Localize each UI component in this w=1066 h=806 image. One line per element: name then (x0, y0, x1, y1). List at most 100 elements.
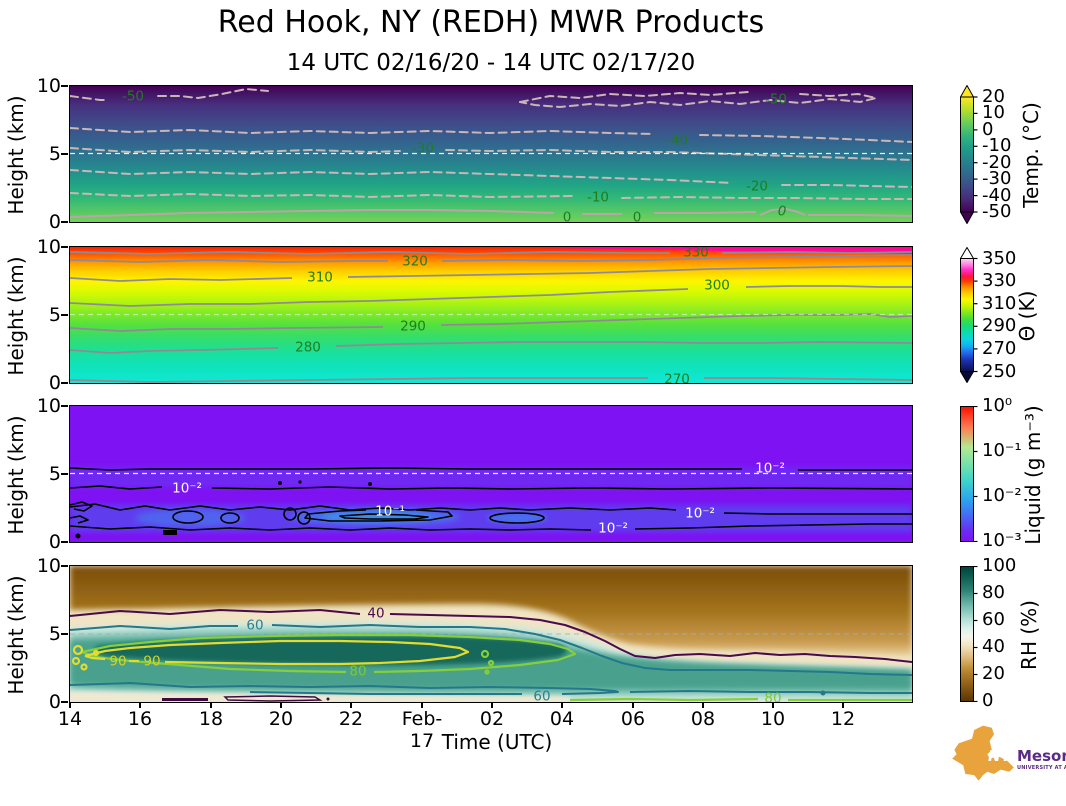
x-tick-label: 14 (57, 708, 83, 730)
x-tick-mark (491, 703, 493, 708)
colorbar-tick-label: 350 (982, 248, 1017, 269)
y-tick-mark (61, 633, 68, 635)
y-tick-mark (61, 565, 68, 567)
colorbar-tick-label: 10⁻² (982, 485, 1022, 506)
x-tick-mark (842, 703, 844, 708)
contour-label: 280 (295, 339, 321, 356)
colorbar-tick-label: 0 (982, 690, 994, 711)
contour-label: 80 (764, 690, 782, 703)
y-tick-mark (61, 153, 68, 155)
temperature-colorbar (960, 85, 978, 224)
liquid-colorbar (960, 406, 978, 542)
contour-label: 10⁻² (172, 480, 202, 497)
x-tick-label: 18 (198, 708, 224, 730)
y-tick-label: 0 (48, 531, 61, 553)
x-axis-label: Time (UTC) (441, 730, 553, 754)
colorbar-unit-label: Liquid (g m⁻³) (1021, 405, 1045, 545)
theta-colorbar (960, 247, 978, 383)
colorbar-tick-label: 80 (982, 582, 1005, 603)
x-tick-label: 08 (690, 708, 716, 730)
colorbar-tick-label: -40 (982, 185, 1012, 206)
y-tick-mark (61, 314, 68, 316)
colorbar-tick-label: -50 (982, 201, 1012, 222)
x-tick-label: 10 (760, 708, 786, 730)
x-tick-mark (702, 703, 704, 708)
y-tick-mark (61, 405, 68, 407)
x-tick-label: Feb-17 (401, 708, 443, 752)
x-tick-label: 06 (620, 708, 646, 730)
date-range-subtitle: 14 UTC 02/16/20 - 14 UTC 02/17/20 (286, 50, 696, 76)
y-tick-mark (61, 473, 68, 475)
y-axis-label: Height (km) (4, 415, 28, 535)
x-tick-label: 16 (127, 708, 153, 730)
contour-label: 310 (307, 269, 333, 286)
contour-label: 60 (246, 617, 264, 634)
contour-label: 90 (143, 653, 161, 670)
x-tick-label: 04 (549, 708, 575, 730)
x-tick-mark (772, 703, 774, 708)
contour-label: 10⁻² (685, 505, 715, 522)
colorbar-tick-label: 20 (982, 663, 1005, 684)
colorbar-tick-label: 270 (982, 338, 1017, 359)
x-tick-mark (350, 703, 352, 708)
contour-label: -40 (665, 132, 689, 149)
y-tick-label: 5 (48, 304, 61, 326)
temperature-contours (70, 88, 912, 218)
rh-panel: 40 60 80 90 90 60 80 (69, 565, 913, 703)
y-tick-mark (61, 85, 68, 87)
colorbar-tick-label: 60 (982, 609, 1005, 630)
y-tick-mark (61, 221, 68, 223)
new-york-state-icon (952, 725, 1014, 781)
contour-label: 300 (704, 277, 730, 294)
y-tick-label: 10 (36, 555, 61, 577)
colorbar-unit-label: Θ (K) (1015, 290, 1039, 342)
contour-label: 0 (632, 209, 642, 223)
contour-label: 0 (562, 209, 572, 223)
colorbar-tick-label: -20 (982, 152, 1012, 173)
contour-label: -50 (121, 88, 145, 105)
colorbar-tick-label: 0 (982, 119, 994, 140)
contour-label: 290 (400, 318, 426, 335)
x-tick-mark (561, 703, 563, 708)
colorbar-tick-label: 10⁰ (982, 395, 1013, 416)
colorbar-unit-label: RH (%) (1017, 600, 1041, 670)
contour-label: 330 (683, 246, 709, 261)
x-tick-label: 20 (268, 708, 294, 730)
contour-label: 10⁻¹ (375, 503, 405, 520)
liquid-contours (70, 467, 912, 539)
colorbar-tick-label: -10 (982, 135, 1012, 156)
logo-tagline: UNIVERSITY AT ALBANY (1017, 765, 1066, 771)
liquid-panel: 10⁻² 10⁻¹ 10⁻² 10⁻² 10⁻² (69, 405, 913, 543)
theta-contours (70, 247, 912, 383)
contour-label: -10 (586, 189, 610, 206)
y-tick-mark (61, 541, 68, 543)
logo-nys-text: NYS (988, 747, 1023, 765)
contour-label: 60 (533, 688, 551, 703)
colorbar-tick-label: 20 (982, 86, 1005, 107)
y-tick-label: 0 (48, 372, 61, 394)
colorbar-tick-label: 10⁻³ (982, 530, 1022, 551)
x-tick-mark (69, 703, 71, 708)
y-tick-label: 10 (36, 395, 61, 417)
y-tick-mark (61, 246, 68, 248)
theta-panel: 330 320 310 300 290 280 270 (69, 246, 913, 384)
contour-label: 270 (664, 371, 690, 384)
colorbar-unit-label: Temp. (°C) (1019, 102, 1043, 208)
y-tick-label: 5 (48, 463, 61, 485)
colorbar-tick-label: 330 (982, 270, 1017, 291)
y-tick-label: 10 (36, 236, 61, 258)
y-axis-label: Height (km) (4, 95, 28, 215)
x-tick-label: 12 (830, 708, 856, 730)
contour-label: 80 (349, 663, 367, 680)
colorbar-tick-label: 100 (982, 555, 1017, 576)
y-tick-label: 5 (48, 143, 61, 165)
y-axis-label: Height (km) (4, 575, 28, 695)
colorbar-tick-label: 10 (982, 102, 1005, 123)
contour-label: -20 (745, 178, 769, 195)
y-tick-mark (61, 382, 68, 384)
contour-label: -50 (764, 91, 788, 108)
x-tick-label: 02 (479, 708, 505, 730)
x-tick-mark (210, 703, 212, 708)
x-tick-label: 22 (338, 708, 364, 730)
